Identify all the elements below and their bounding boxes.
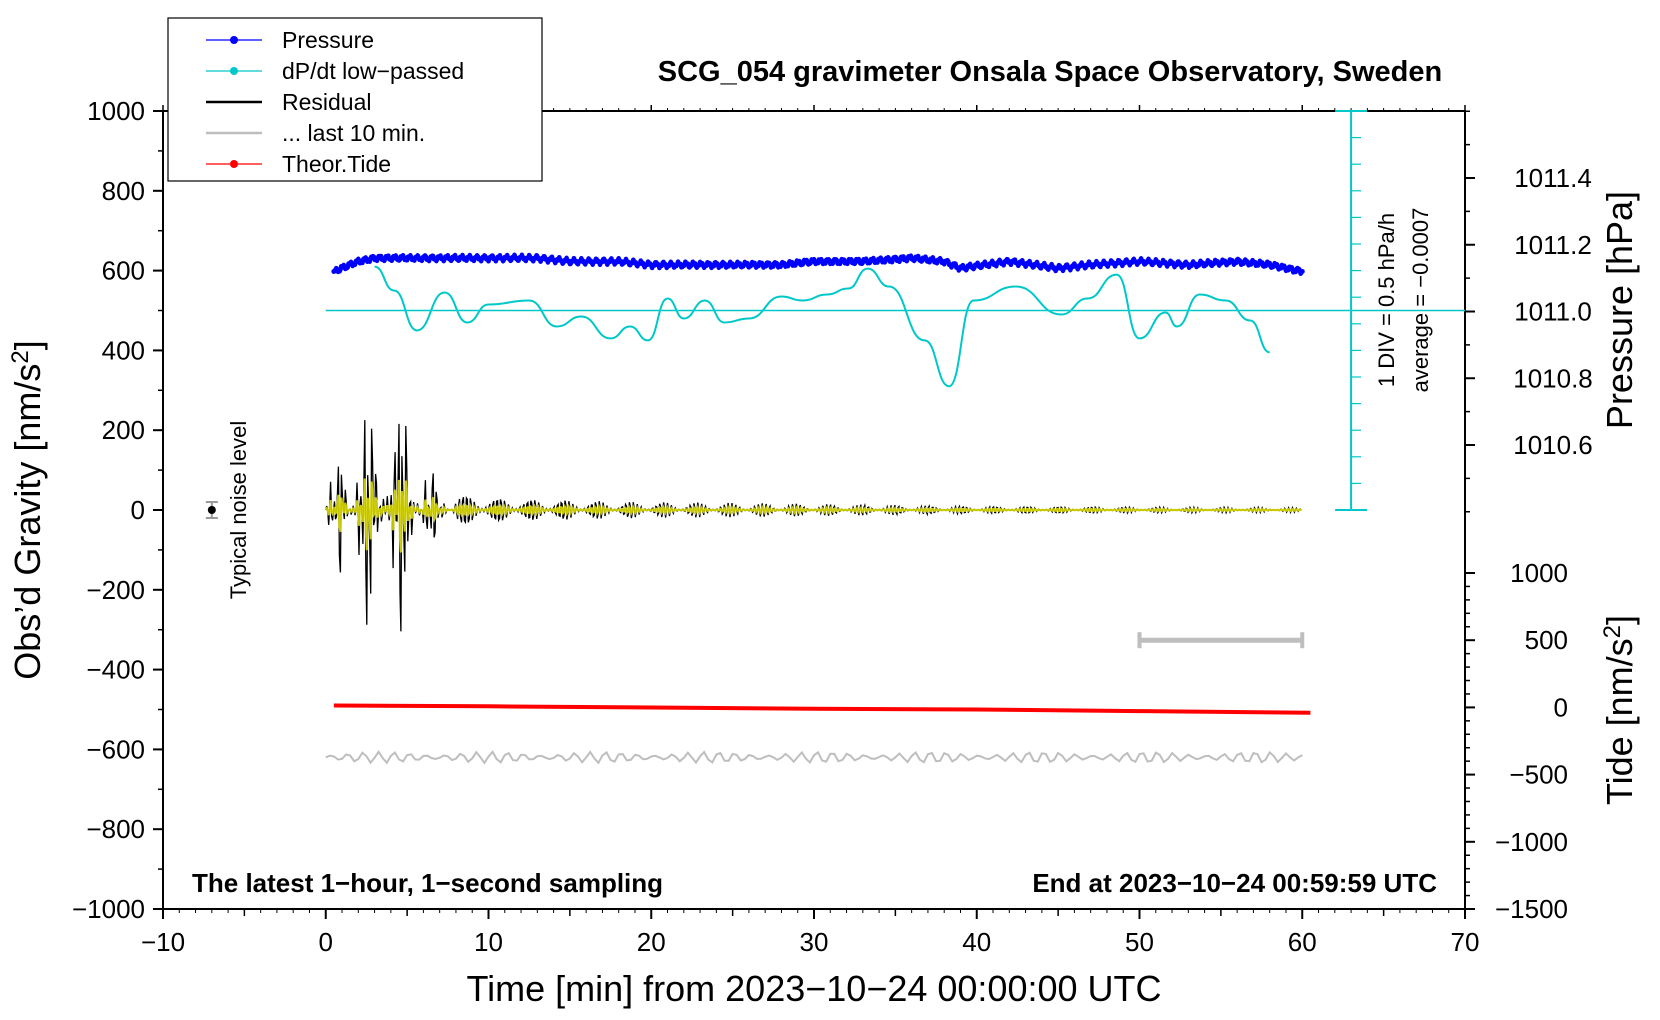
y-left-tick-label: −200 [86, 575, 145, 605]
legend-marker [230, 160, 238, 168]
pressure-point [616, 258, 622, 264]
pressure-point [1267, 262, 1273, 268]
decorations-layer [205, 110, 1465, 649]
pressure-point [404, 255, 410, 261]
pressure-point [372, 255, 378, 261]
x-tick-label: 0 [319, 927, 333, 957]
x-tick-label: 40 [962, 927, 991, 957]
noise-marker-dot [207, 506, 216, 514]
y-left-tick-label: −600 [86, 734, 145, 764]
legend: Pressure dP/dt low−passed Residual ... last… [167, 17, 543, 182]
pressure-tick-label: 1010.6 [1513, 430, 1593, 460]
y-left-tick-label: 200 [102, 415, 145, 445]
legend-items: Pressure dP/dt low−passed Residual ... last… [206, 27, 464, 177]
pressure-point [1299, 268, 1305, 274]
dpdt-average-label: average = −0.0007 [1408, 208, 1433, 393]
x-tick-label: 60 [1288, 927, 1317, 957]
y-axis-label-left: Obs’d Gravity [nm/s2] [7, 340, 48, 679]
y-tide-label-close: ] [1599, 615, 1640, 625]
axis-ticks: −10 0 10 20 30 40 50 60 70 1000 800 600 400 200 0 −200 −… [72, 96, 1593, 957]
last-10min-series-line [325, 749, 1303, 765]
pressure-point [957, 265, 963, 271]
y-left-tick-label: 400 [102, 335, 145, 365]
legend-box [167, 17, 543, 182]
y-left-tick-label: 1000 [87, 96, 145, 126]
x-axis-label: Time [min] from 2023−10−24 00:00:00 UTC [466, 968, 1161, 1009]
tide-tick-label: 0 [1554, 692, 1568, 722]
y-axis-label-tide: Tide [nm/s2] [1599, 615, 1640, 805]
x-tick-label: 50 [1125, 927, 1154, 957]
tide-tick-label: −1500 [1495, 894, 1568, 924]
pressure-point [941, 258, 947, 264]
y-left-tick-label: −800 [86, 814, 145, 844]
pressure-point [778, 262, 784, 268]
x-tick-label: 70 [1451, 927, 1480, 957]
tide-tick-label: 1000 [1510, 558, 1568, 588]
legend-label: Pressure [282, 27, 374, 53]
pressure-point [331, 268, 337, 274]
y-left-tick-label: 600 [102, 256, 145, 286]
y-left-tick-label: 0 [131, 495, 145, 525]
pressure-point [860, 258, 866, 264]
y-left-label-sup: 2 [7, 350, 34, 363]
pressure-point [811, 258, 817, 264]
tide-series-line [333, 703, 1311, 715]
pressure-point [567, 258, 573, 264]
pressure-point [1185, 262, 1191, 268]
dpdt-scale-label: 1 DIV = 0.5 hPa/h [1374, 213, 1399, 387]
y-tide-label-sup: 2 [1599, 625, 1626, 638]
residual-smoothed-line [324, 478, 1302, 553]
pressure-point [453, 255, 459, 261]
legend-label: Residual [282, 89, 372, 115]
pressure-point [648, 262, 654, 268]
series-layer [324, 252, 1311, 765]
pressure-point [486, 255, 491, 261]
y-left-label-text: Obs’d Gravity [nm/s [7, 364, 48, 680]
legend-label: dP/dt low−passed [282, 58, 464, 84]
y-left-tick-label: −400 [86, 655, 145, 685]
chart-title: SCG_054 gravimeter Onsala Space Observat… [658, 56, 1442, 88]
noise-level-label: Typical noise level [226, 421, 251, 600]
legend-label: Theor.Tide [282, 151, 391, 177]
pressure-point [909, 255, 915, 261]
pressure-point [730, 262, 736, 268]
pressure-tick-label: 1011.0 [1514, 297, 1592, 327]
pressure-point [1055, 265, 1061, 271]
sampling-note: The latest 1−hour, 1−second sampling [192, 868, 663, 898]
pressure-point [681, 262, 687, 268]
pressure-series-line [332, 252, 1304, 276]
x-tick-label: 20 [637, 927, 666, 957]
tide-tick-label: −500 [1509, 760, 1568, 790]
residual-series-line [325, 420, 1302, 632]
pressure-point [1137, 258, 1142, 264]
y-left-tick-label: −1000 [72, 894, 145, 924]
x-tick-label: 30 [800, 927, 829, 957]
legend-marker [230, 36, 238, 44]
pressure-tick-label: 1011.4 [1514, 163, 1592, 193]
legend-label: ... last 10 min. [282, 120, 425, 146]
legend-marker [230, 67, 238, 75]
pressure-point [1234, 258, 1240, 264]
y-tide-label-text: Tide [nm/s [1599, 638, 1640, 805]
y-left-tick-label: 800 [102, 176, 145, 206]
tide-tick-label: 500 [1525, 625, 1568, 655]
pressure-point [534, 255, 540, 261]
tide-tick-label: −1000 [1495, 827, 1568, 857]
pressure-point [1088, 262, 1094, 268]
pressure-tick-label: 1011.2 [1514, 230, 1592, 260]
x-tick-label: −10 [141, 927, 185, 957]
x-tick-label: 10 [474, 927, 503, 957]
y-left-label-close: ] [7, 340, 48, 350]
y-axis-label-pressure: Pressure [hPa] [1599, 191, 1640, 429]
end-time-note: End at 2023−10−24 00:59:59 UTC [1032, 868, 1437, 898]
pressure-point [1006, 258, 1012, 264]
dpdt-series-line [374, 265, 1271, 388]
pressure-tick-label: 1010.8 [1513, 363, 1593, 393]
pressure-point [355, 258, 361, 264]
